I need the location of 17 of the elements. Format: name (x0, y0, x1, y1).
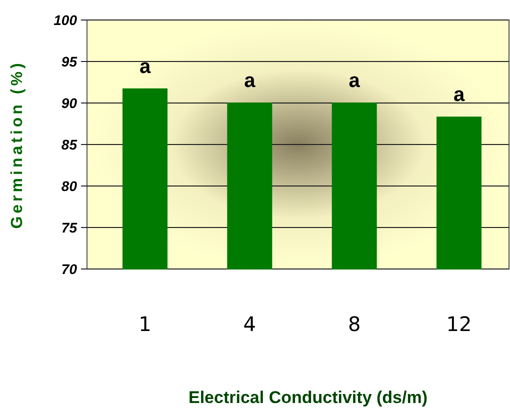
annotation: a (453, 84, 466, 106)
y-tick-label: 80 (61, 178, 78, 194)
y-axis-title: Germination (%) (9, 60, 26, 229)
annotation: a (139, 56, 152, 78)
x-axis-title: Electrical Conductivity (ds/m) (188, 388, 428, 407)
y-tick-label: 95 (61, 54, 78, 70)
x-tick-label: 8 (348, 312, 361, 336)
y-tick-label: 70 (61, 261, 78, 277)
y-tick-label: 85 (61, 136, 78, 152)
x-tick-label: 1 (138, 312, 152, 336)
y-tick-label: 100 (54, 12, 78, 28)
annotation: a (348, 70, 361, 92)
annotation: a (244, 70, 256, 92)
x-tick-label: 4 (243, 312, 256, 336)
y-tick-label: 75 (61, 220, 78, 236)
y-tick-label: 90 (61, 95, 78, 111)
x-tick-label: 12 (446, 312, 472, 336)
